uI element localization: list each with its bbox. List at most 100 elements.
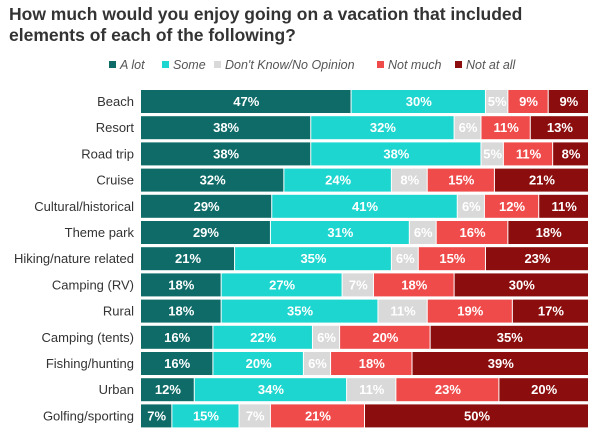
- legend-swatch-not-much: [377, 61, 384, 68]
- bar-segment: [141, 273, 221, 297]
- data-label: 23%: [435, 382, 461, 397]
- data-label: 6%: [462, 199, 481, 214]
- data-label: 6%: [308, 356, 327, 371]
- bar-segment: [553, 142, 588, 166]
- bar-segment: [548, 90, 588, 113]
- data-label: 8%: [400, 173, 419, 188]
- legend-swatch-dont-know: [214, 61, 221, 68]
- bar-segment: [272, 194, 457, 218]
- bar-segment: [311, 116, 454, 140]
- bar-segment: [284, 168, 391, 192]
- bar-segment: [141, 221, 270, 244]
- bar-segment: [391, 247, 418, 271]
- data-label: 38%: [383, 146, 409, 161]
- data-label: 9%: [519, 94, 538, 109]
- bar-segment: [508, 221, 588, 244]
- category-label: Camping (RV): [52, 277, 134, 292]
- legend-item-some: Some: [162, 58, 206, 72]
- bar-segment: [508, 90, 548, 113]
- data-label: 19%: [457, 304, 483, 319]
- bar-segment: [213, 325, 312, 349]
- data-label: 11%: [551, 199, 577, 214]
- bar-segment: [347, 378, 396, 402]
- bar-segment: [396, 378, 499, 402]
- bar-segment: [412, 352, 588, 375]
- data-label: 50%: [464, 408, 490, 423]
- data-label: 34%: [258, 382, 284, 397]
- bar-segment: [484, 194, 539, 218]
- data-label: 21%: [529, 173, 555, 188]
- category-label: Hiking/nature related: [14, 251, 134, 266]
- category-label: Golfing/sporting: [43, 408, 134, 423]
- data-label: 20%: [372, 330, 398, 345]
- category-label: Cruise: [96, 173, 134, 188]
- data-label: 5%: [483, 146, 502, 161]
- legend-swatch-some: [162, 61, 169, 68]
- data-label: 11%: [359, 382, 385, 397]
- data-label: 22%: [250, 330, 276, 345]
- bar-segment: [457, 194, 484, 218]
- category-label: Beach: [97, 94, 134, 109]
- data-label: 24%: [325, 173, 351, 188]
- bar-segment: [373, 273, 454, 297]
- data-label: 18%: [401, 277, 427, 292]
- bar-segment: [270, 221, 409, 244]
- data-label: 32%: [200, 173, 226, 188]
- legend-label-not-much: Not much: [388, 58, 442, 72]
- bar-segment: [141, 116, 311, 140]
- data-label: 29%: [193, 225, 219, 240]
- data-label: 15%: [448, 173, 474, 188]
- data-label: 8%: [562, 146, 581, 161]
- bar-segment: [351, 90, 485, 113]
- bar-segment: [221, 299, 378, 323]
- data-label: 21%: [175, 251, 201, 266]
- bar-segment: [141, 90, 351, 113]
- bar-segment: [481, 142, 503, 166]
- bar-segment: [342, 273, 373, 297]
- bar-segment: [409, 221, 436, 244]
- legend-item-a-lot: A lot: [109, 58, 145, 72]
- bar-segment: [454, 116, 481, 140]
- data-label: 35%: [287, 304, 313, 319]
- bar-segment: [427, 168, 494, 192]
- chart-title: How much would you enjoy going on a vaca…: [9, 4, 523, 45]
- data-label: 38%: [213, 146, 239, 161]
- data-label: 35%: [497, 330, 523, 345]
- bar-segment: [530, 116, 588, 140]
- bar-segment: [141, 247, 235, 271]
- bar-segment: [312, 325, 340, 349]
- legend-label-some: Some: [173, 58, 206, 72]
- legend-swatch-not-at-all: [455, 61, 462, 68]
- data-label: 32%: [370, 120, 396, 135]
- legend-label-not-at-all: Not at all: [466, 58, 516, 72]
- data-label: 5%: [488, 94, 507, 109]
- bar-segment: [141, 325, 213, 349]
- data-label: 7%: [147, 408, 166, 423]
- data-label: 38%: [213, 120, 239, 135]
- bar-segment: [221, 273, 342, 297]
- category-label: Resort: [96, 120, 135, 135]
- bar-segment: [499, 378, 588, 402]
- bar-segment: [503, 142, 553, 166]
- data-label: 6%: [459, 120, 478, 135]
- category-label: Fishing/hunting: [46, 356, 134, 371]
- bar-segment: [239, 404, 270, 428]
- data-label: 18%: [536, 225, 562, 240]
- bar-segment: [141, 194, 272, 218]
- legend-item-not-much: Not much: [377, 58, 442, 72]
- data-label: 16%: [164, 356, 190, 371]
- data-label: 6%: [414, 225, 433, 240]
- bar-segment: [270, 404, 364, 428]
- data-label: 39%: [488, 356, 514, 371]
- bar-segment: [494, 168, 588, 192]
- data-label: 23%: [524, 251, 550, 266]
- bar-segment: [430, 325, 588, 349]
- data-label: 41%: [352, 199, 378, 214]
- category-label: Camping (tents): [42, 330, 134, 345]
- data-label: 30%: [509, 277, 535, 292]
- data-label: 11%: [493, 120, 519, 135]
- bar-segment: [365, 404, 588, 428]
- data-label: 30%: [406, 94, 432, 109]
- bar-segment: [141, 168, 284, 192]
- data-label: 11%: [516, 146, 542, 161]
